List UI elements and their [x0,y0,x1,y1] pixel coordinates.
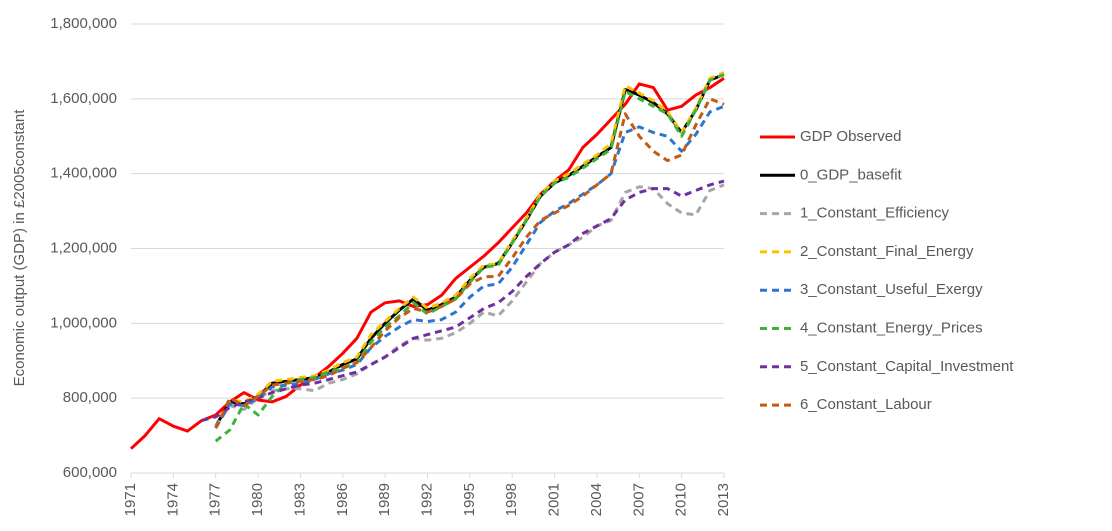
y-tick-label: 800,000 [63,389,117,406]
legend-label: 6_Constant_Labour [800,396,932,413]
series-line [214,183,725,428]
legend-label: 3_Constant_Useful_Exergy [800,281,983,298]
y-tick-label: 1,000,000 [50,314,117,331]
x-tick-label: 1998 [503,483,520,516]
y-tick-label: 1,400,000 [50,165,117,182]
series-line [214,73,725,443]
series-line [214,71,725,429]
x-tick-label: 1974 [164,483,181,516]
x-tick-label: 1986 [334,483,351,516]
series-line [129,77,725,450]
legend-label: 2_Constant_Final_Energy [800,243,974,260]
x-tick-label: 2001 [546,483,563,516]
x-tick-label: 1995 [461,483,478,516]
y-tick-label: 1,600,000 [50,90,117,107]
x-tick-label: 1992 [418,483,435,516]
x-tick-label: 1971 [122,483,139,516]
legend-label: 5_Constant_Capital_Investment [800,358,1014,375]
x-tick-label: 2007 [630,483,647,516]
series-line [214,104,725,429]
x-tick-label: 1977 [207,483,224,516]
y-tick-label: 1,800,000 [50,15,117,32]
x-tick-label: 1980 [249,483,266,516]
legend-label: GDP Observed [800,128,901,145]
x-tick-label: 2004 [588,483,605,516]
series-line [214,97,725,429]
series-line [201,179,725,423]
x-tick-label: 1983 [291,483,308,516]
y-tick-label: 600,000 [63,464,117,481]
y-axis-label: Economic output (GDP) in £2005constant [11,109,28,387]
series-line [214,73,725,427]
legend-label: 4_Constant_Energy_Prices [800,319,983,336]
x-tick-label: 1989 [376,483,393,516]
x-tick-label: 2013 [715,483,732,516]
legend-label: 1_Constant_Efficiency [800,205,949,222]
x-tick-label: 2010 [673,483,690,516]
legend-label: 0_GDP_basefit [800,166,903,183]
y-tick-label: 1,200,000 [50,239,117,256]
